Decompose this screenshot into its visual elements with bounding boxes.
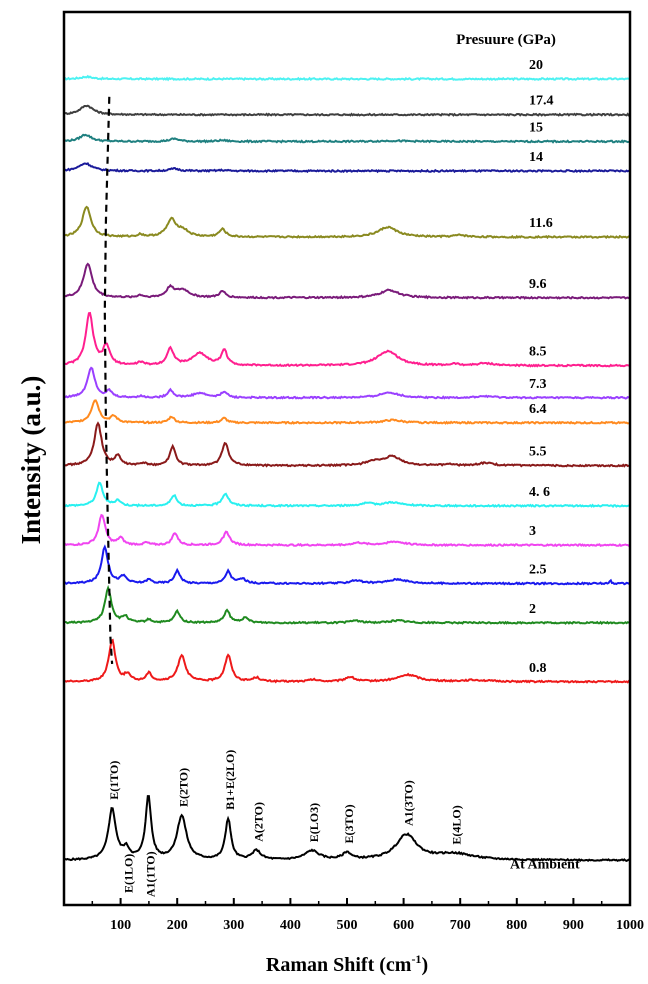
series-line	[63, 74, 631, 82]
peak-assignment-label: E(1TO)	[107, 761, 121, 800]
peak-assignment-label: B1+E(2LO)	[223, 750, 237, 810]
series-line	[63, 133, 631, 144]
x-tick-label: 900	[563, 918, 584, 933]
x-tick-label: 200	[167, 918, 188, 933]
peak-assignment-label: A(2TO)	[251, 802, 265, 842]
peak-assignment-label: E(3TO)	[342, 804, 356, 843]
x-tick-label: 400	[280, 918, 301, 933]
x-tick-label: 100	[110, 918, 131, 933]
series-line	[63, 366, 631, 400]
series-line	[63, 513, 631, 548]
peak-assignment-label: A1(3TO)	[401, 780, 415, 826]
x-tick-label: 800	[506, 918, 527, 933]
x-tick-label: 500	[337, 918, 358, 933]
y-axis-label: Intensity (a.u.)	[16, 376, 46, 545]
series-line	[63, 104, 631, 117]
ambient-label: At Ambient	[510, 857, 580, 872]
x-axis: 100 200 300 400 500 600 700 800 900 1000	[91, 898, 644, 933]
annotations: 20 17.4 15 14 11.6 9.6 8.5 7.3 6.4 5.5 4. 6 3 2.5 2 0.…	[103, 58, 580, 897]
series-label: 20	[529, 58, 543, 73]
series-line	[63, 544, 631, 586]
series-label: 5.5	[529, 445, 547, 460]
series-label: 4. 6	[529, 485, 550, 500]
series-label: 8.5	[529, 345, 547, 360]
peak-assignment-label: E(4LO)	[450, 805, 464, 844]
series-label: 7.3	[529, 377, 547, 392]
peak-assignment-label: E(LO3)	[307, 803, 321, 842]
series-label: 2.5	[529, 563, 547, 578]
series-line	[63, 638, 631, 684]
peak-shift-guide	[103, 96, 114, 664]
series-line	[63, 584, 631, 625]
series-label: 17.4	[529, 94, 554, 109]
series-label: 11.6	[529, 216, 553, 231]
ambient-series-line	[63, 795, 631, 863]
x-axis-label-close: )	[421, 954, 428, 976]
x-tick-label: 1000	[616, 918, 644, 933]
series-line	[63, 162, 631, 174]
x-tick-label: 300	[223, 918, 244, 933]
x-axis-label: Raman Shift (cm-1)	[266, 952, 428, 976]
x-axis-label-main: Raman Shift (cm	[266, 954, 412, 976]
x-axis-label-sup: -1	[411, 952, 421, 966]
series-line	[63, 421, 631, 468]
series-line	[63, 399, 631, 425]
series-label: 9.6	[529, 277, 547, 292]
series-label: 2	[529, 602, 536, 617]
series-label: 0.8	[529, 661, 547, 676]
series-line	[63, 311, 631, 368]
series-line	[63, 262, 631, 300]
series-label: 15	[529, 120, 543, 135]
peak-assignment-label: E(2TO)	[177, 768, 191, 807]
series-label: 6.4	[529, 402, 547, 417]
plot-area	[63, 74, 631, 863]
series-line	[63, 205, 630, 240]
x-tick-label: 700	[450, 918, 471, 933]
peak-assignment-label: E(1LO)	[121, 854, 135, 893]
series-label: 14	[529, 150, 543, 165]
series-label: 3	[529, 524, 536, 539]
legend-title: Presuure (GPa)	[456, 32, 556, 48]
series-line	[63, 481, 631, 509]
x-tick-label: 600	[393, 918, 414, 933]
peak-assignment-label: A1(1TO)	[143, 851, 157, 897]
